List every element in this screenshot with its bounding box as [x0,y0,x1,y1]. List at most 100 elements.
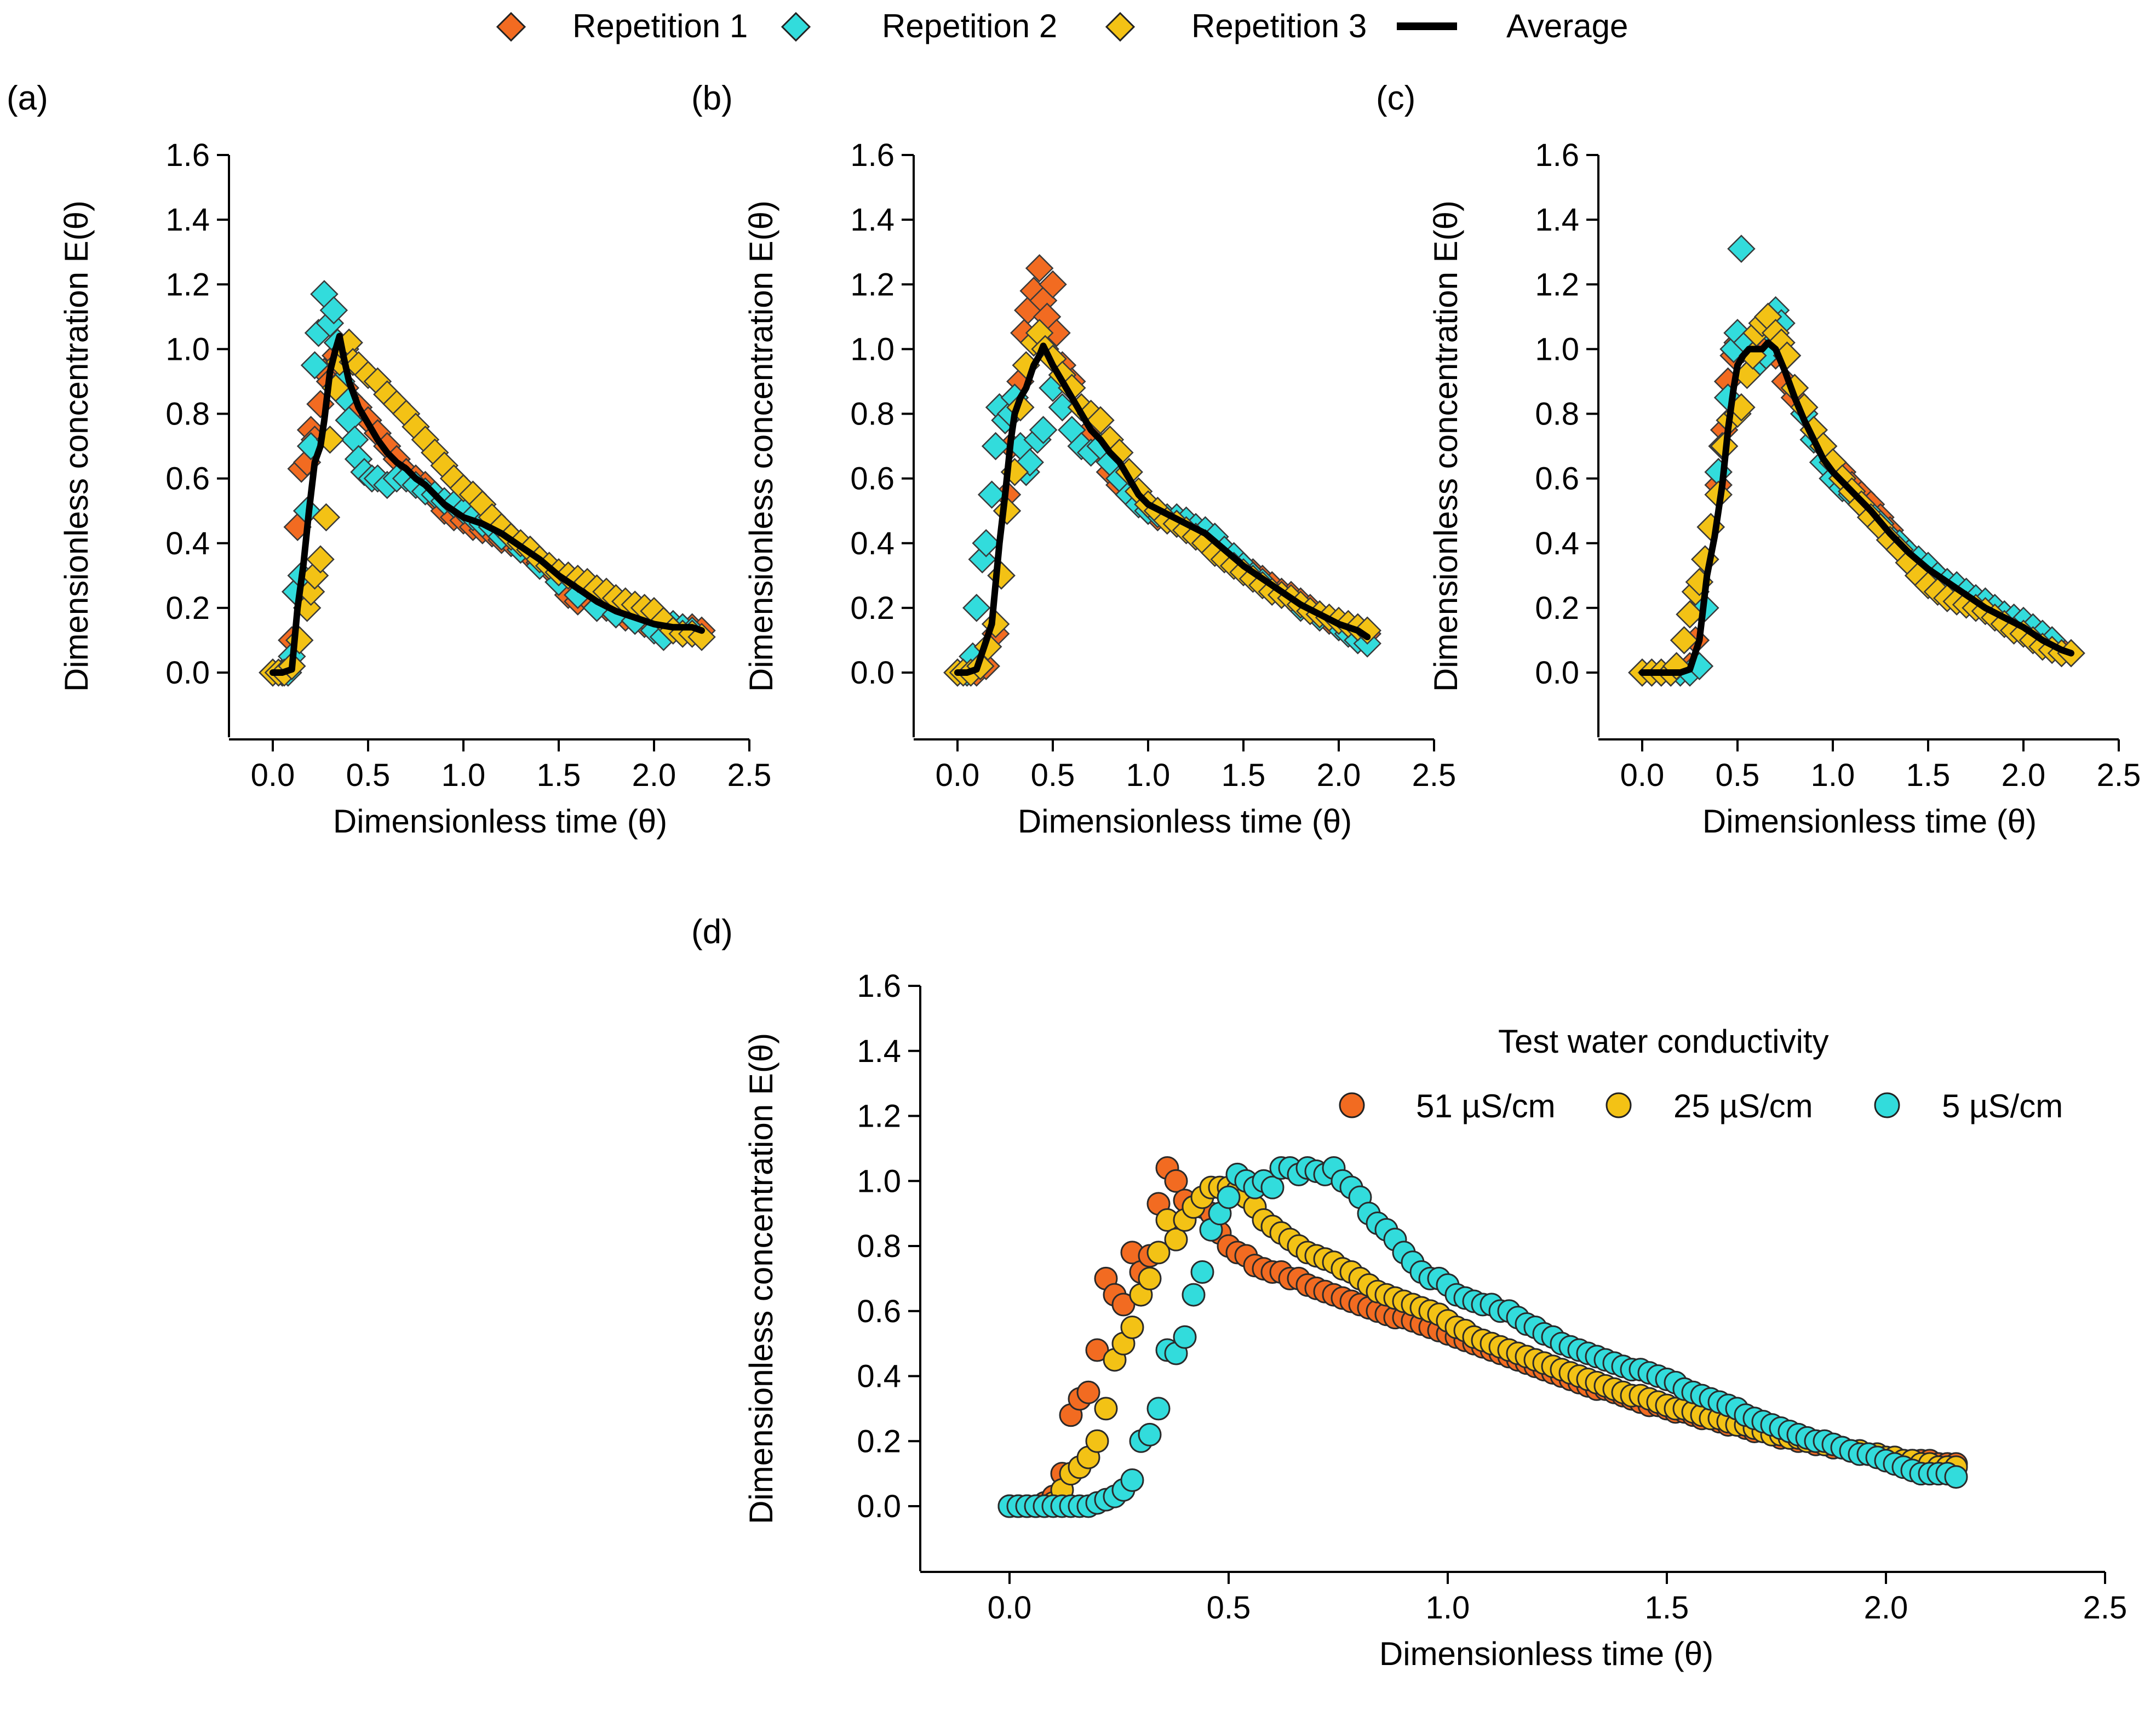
y-tick-label-d-6: 1.2 [857,1099,901,1134]
data-point-c-2-5 [1670,626,1699,655]
data-point-d-1-19 [1164,1227,1188,1251]
y-tick-label-a-2: 0.4 [165,526,210,561]
y-tick-label-b-2: 0.4 [850,526,894,561]
legend-marker-repetition-2 [781,12,811,42]
legend-title-conductivity: Test water conductivity [1498,1023,1829,1060]
data-point-c-2-4 [1662,652,1691,680]
data-point-a-2-8 [306,545,335,574]
data-point-c-2-6 [1676,600,1704,629]
y-tick-label-d-3: 0.6 [857,1294,901,1329]
top-legend: Repetition 1 Repetition 2 Repetition 3 A… [496,8,1628,44]
series-c-3 [1639,339,2074,676]
series-b-3 [954,342,1371,676]
data-point-c-1-14 [1727,234,1756,263]
conductivity-legend: Test water conductivity 51 µS/cm 25 µS/c… [1339,1023,2063,1124]
data-point-d-2-22 [1190,1260,1214,1284]
y-tick-label-b-3: 0.6 [850,461,894,497]
legend-marker-repetition-1 [496,12,526,42]
x-tick-label-a-2: 1.0 [441,757,486,793]
y-tick-label-d-0: 0.0 [857,1489,901,1524]
panel-label-b: (b) [691,79,733,117]
y-tick-label-c-1: 0.2 [1535,590,1579,626]
x-tick-label-b-4: 2.0 [1317,757,1361,793]
legend-label-repetition-1: Repetition 1 [572,8,748,44]
data-point-a-2-9 [312,503,341,532]
data-point-b-1-3 [962,594,991,622]
x-tick-label-a-3: 1.5 [537,757,581,793]
legend-label-average: Average [1506,8,1628,44]
data-point-d-2-108 [1944,1465,1968,1489]
x-tick-label-c-0: 0.0 [1620,757,1665,793]
data-point-d-2-20 [1173,1325,1197,1349]
chart-panel-b: 0.0 0.2 0.4 0.6 0.8 1.0 1.2 1.4 1.6 0.0 0.5 1.0 1.5 2… [743,137,1456,840]
series-a-3 [270,332,705,676]
y-tick-label-a-4: 0.8 [165,397,210,432]
data-point-a-2-7 [300,561,329,590]
average-line-a [270,332,705,676]
x-tick-label-c-1: 0.5 [1716,757,1760,793]
x-tick-label-d-4: 2.0 [1864,1590,1908,1626]
x-axis-label-b: Dimensionless time (θ) [1018,803,1352,840]
data-point-d-1-10 [1085,1429,1109,1453]
x-tick-label-c-4: 2.0 [2002,757,2046,793]
legend-marker-51 [1339,1092,1365,1118]
average-line-c [1639,339,2074,676]
x-axis-label-d: Dimensionless time (θ) [1379,1635,1713,1672]
legend-label-5: 5 µS/cm [1942,1088,2063,1124]
y-tick-label-a-7: 1.4 [165,202,210,238]
x-axis-label-a: Dimensionless time (θ) [333,803,667,840]
data-point-b-2-5 [981,610,1010,639]
data-point-b-2-7 [993,496,1022,525]
y-tick-label-d-2: 0.4 [857,1359,901,1394]
y-tick-label-a-1: 0.2 [165,590,210,626]
chart-panel-a: 0.0 0.2 0.4 0.6 0.8 1.0 1.2 1.4 1.6 0.0 0.5 1.0 1.5 2… [58,137,771,840]
data-point-a-2-52 [687,623,716,651]
x-tick-label-d-0: 0.0 [988,1590,1032,1626]
x-tick-label-d-5: 2.5 [2083,1590,2128,1626]
y-axis-label-d: Dimensionless concentration E(θ) [743,1033,779,1524]
data-point-d-0-9 [1076,1380,1100,1404]
data-point-b-0-13 [1025,254,1054,283]
y-tick-label-d-1: 0.2 [857,1423,901,1459]
plots: 0.0 0.2 0.4 0.6 0.8 1.0 1.2 1.4 1.6 0.0 0.5 1.0 1.5 2… [58,137,2141,1672]
data-point-b-1-7 [981,432,1010,461]
data-point-d-2-21 [1182,1283,1206,1307]
x-tick-label-c-3: 1.5 [1906,757,1951,793]
y-tick-label-b-4: 0.8 [850,397,894,432]
data-point-d-2-14 [1120,1468,1144,1492]
x-tick-label-c-5: 2.5 [2097,757,2141,793]
x-tick-label-b-3: 1.5 [1222,757,1266,793]
x-tick-label-a-1: 0.5 [346,757,391,793]
x-tick-label-b-5: 2.5 [1412,757,1457,793]
data-point-a-1-12 [319,296,348,325]
data-point-b-1-4 [968,545,997,574]
y-tick-label-b-1: 0.2 [850,590,894,626]
y-tick-label-c-7: 1.4 [1535,202,1579,238]
y-tick-label-d-8: 1.6 [857,968,901,1004]
y-tick-label-b-8: 1.6 [850,137,894,173]
data-point-d-1-17 [1146,1241,1171,1265]
series-d-2 [997,1156,1968,1518]
legend-label-repetition-2: Repetition 2 [882,8,1057,44]
data-point-d-2-17 [1146,1397,1171,1421]
data-point-b-1-5 [972,529,1000,558]
x-tick-label-a-4: 2.0 [632,757,676,793]
y-tick-label-b-5: 1.0 [850,331,894,367]
data-point-b-1-16 [1029,416,1058,444]
x-axis-label-c: Dimensionless time (θ) [1702,803,2037,840]
data-point-b-2-47 [1353,616,1381,645]
legend-label-51: 51 µS/cm [1416,1088,1556,1124]
y-tick-label-a-5: 1.0 [165,331,210,367]
data-point-d-1-14 [1120,1315,1144,1339]
data-point-b-1-14 [1016,448,1045,477]
panel-label-c: (c) [1376,79,1415,117]
data-point-d-1-11 [1094,1397,1118,1421]
y-axis-label-a: Dimensionless concentration E(θ) [58,200,95,692]
y-tick-label-d-7: 1.4 [857,1034,901,1069]
y-tick-label-a-0: 0.0 [165,655,210,691]
y-tick-label-b-0: 0.0 [850,655,894,691]
y-tick-label-c-2: 0.4 [1535,526,1579,561]
y-tick-label-a-3: 0.6 [165,461,210,497]
average-line-b [954,342,1371,676]
y-tick-label-c-0: 0.0 [1535,655,1579,691]
